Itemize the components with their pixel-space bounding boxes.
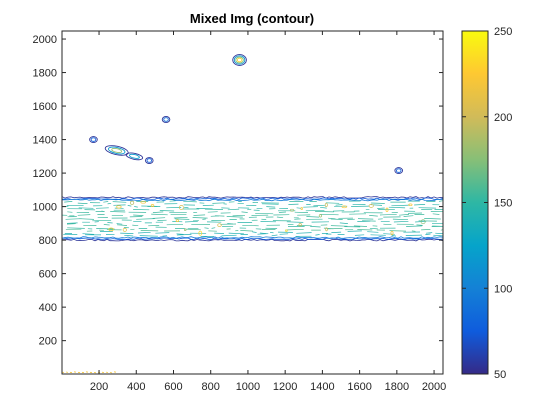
band-interior-contour bbox=[62, 213, 440, 217]
band-hotspot-contour bbox=[368, 204, 374, 208]
y-tick-label: 1200 bbox=[33, 168, 57, 180]
band-interior-contour bbox=[66, 202, 440, 207]
y-tick-label: 600 bbox=[39, 269, 57, 281]
x-axis: 200 400 600 800 1000 1200 1400 1600 1800 2000 bbox=[90, 31, 446, 393]
band-hotspot-contour bbox=[198, 230, 203, 236]
blob-contour bbox=[125, 152, 144, 161]
band-edge-contour bbox=[62, 196, 443, 199]
blob-contour bbox=[232, 54, 247, 66]
y-tick-label: 2000 bbox=[33, 34, 57, 46]
blob-contour bbox=[163, 117, 169, 122]
band-interior-contour bbox=[63, 233, 443, 237]
band-hotspot-contour bbox=[175, 219, 179, 223]
band-hotspot-contour bbox=[341, 205, 347, 209]
x-tick-label: 1800 bbox=[385, 381, 409, 393]
band-interior-contour bbox=[65, 228, 443, 232]
chart-title: Mixed Img (contour) bbox=[190, 11, 314, 26]
colorbar-tick-label: 100 bbox=[494, 283, 512, 295]
colorbar-ticks: 50 100 150 200 250 bbox=[462, 26, 512, 381]
x-tick-label: 400 bbox=[127, 381, 145, 393]
x-tick-label: 200 bbox=[90, 381, 108, 393]
band-hotspot-contour bbox=[140, 200, 146, 204]
contour-band bbox=[62, 196, 443, 242]
band-hotspot-contour bbox=[325, 227, 328, 232]
y-axis: 200 400 600 800 1000 1200 1400 1600 1800 2000 bbox=[33, 34, 443, 348]
contour-blobs bbox=[62, 54, 403, 374]
colorbar bbox=[462, 31, 488, 374]
blob-contour bbox=[145, 157, 154, 164]
blob-contour bbox=[111, 147, 123, 153]
band-hotspot-contour bbox=[420, 219, 426, 225]
blob-contour bbox=[108, 146, 126, 155]
x-tick-label: 800 bbox=[202, 381, 220, 393]
blob-contour bbox=[395, 168, 402, 173]
colorbar-tick-label: 200 bbox=[494, 112, 512, 124]
band-edge-contour bbox=[62, 237, 443, 241]
band-hotspot-contour bbox=[285, 229, 288, 232]
band-interior-contour bbox=[65, 218, 437, 222]
axes-box bbox=[61, 30, 444, 375]
band-hotspot-contour bbox=[300, 206, 303, 211]
y-tick-label: 400 bbox=[39, 302, 57, 314]
x-tick-label: 2000 bbox=[422, 381, 446, 393]
band-hotspot-contour bbox=[318, 214, 322, 218]
band-hotspot-contour bbox=[179, 205, 184, 210]
band-hotspot-contour bbox=[217, 223, 222, 227]
x-tick-label: 1400 bbox=[310, 381, 334, 393]
band-interior-contour bbox=[66, 223, 443, 227]
blob-contour bbox=[128, 153, 140, 159]
y-tick-label: 1600 bbox=[33, 101, 57, 113]
band-edge-contour bbox=[62, 238, 443, 242]
blob-contour bbox=[394, 167, 403, 175]
band-interior-contour bbox=[66, 220, 443, 225]
x-tick-label: 1200 bbox=[273, 381, 297, 393]
blob-contour bbox=[90, 137, 97, 142]
band-hotspot-contour bbox=[324, 202, 328, 208]
band-hotspot-contour bbox=[122, 228, 127, 232]
band-hotspot-contour bbox=[116, 205, 122, 209]
blob-contour bbox=[235, 56, 244, 64]
band-interior-contour bbox=[67, 215, 441, 220]
y-tick-label: 1800 bbox=[33, 68, 57, 80]
band-hotspot-contour bbox=[385, 207, 389, 212]
band-hotspot-contour bbox=[183, 228, 187, 231]
blob-contour bbox=[89, 136, 98, 144]
band-hotspot-contour bbox=[408, 203, 413, 207]
band-edge-contour bbox=[62, 198, 443, 202]
band-hotspot-contour bbox=[150, 204, 155, 208]
colorbar-tick-label: 250 bbox=[494, 26, 512, 38]
blob-contour bbox=[161, 116, 171, 123]
blob-contour bbox=[146, 158, 153, 163]
band-hotspot-contour bbox=[130, 200, 135, 205]
y-tick-label: 1000 bbox=[33, 202, 57, 214]
y-tick-label: 1400 bbox=[33, 135, 57, 147]
colorbar-tick-label: 150 bbox=[494, 198, 512, 210]
blob-contour bbox=[236, 57, 243, 63]
colorbar-tick-label: 50 bbox=[494, 369, 506, 381]
blob-contour bbox=[233, 55, 246, 65]
band-hotspot-contour bbox=[298, 223, 302, 227]
y-tick-label: 200 bbox=[39, 336, 57, 348]
band-hotspot-contour bbox=[390, 230, 394, 236]
band-interior-contour bbox=[64, 230, 443, 235]
x-tick-label: 600 bbox=[164, 381, 182, 393]
y-tick-label: 800 bbox=[39, 235, 57, 247]
band-interior-contour bbox=[67, 225, 443, 230]
band-edge-contour bbox=[62, 236, 443, 239]
band-hotspot-contour bbox=[289, 208, 295, 212]
band-hotspot-contour bbox=[108, 227, 114, 232]
x-tick-label: 1000 bbox=[236, 381, 260, 393]
plot-area bbox=[62, 31, 443, 374]
band-interior-contour bbox=[67, 211, 443, 215]
x-tick-label: 1600 bbox=[347, 381, 371, 393]
